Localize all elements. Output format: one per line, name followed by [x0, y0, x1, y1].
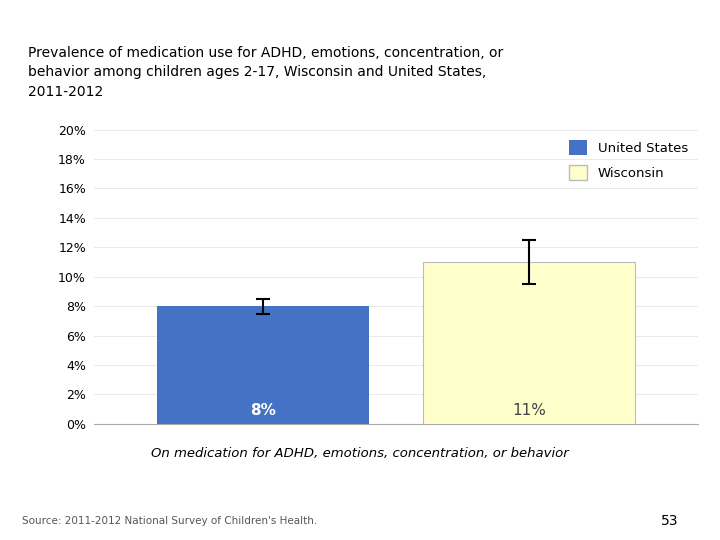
- Bar: [423, 262, 635, 424]
- Text: MENTAL HEALTH: MENTAL HEALTH: [9, 13, 143, 28]
- Legend: United States, Wisconsin: United States, Wisconsin: [564, 136, 692, 184]
- Text: 8%: 8%: [250, 403, 276, 418]
- Text: 11%: 11%: [512, 403, 546, 418]
- Text: Prevalence of medication use for ADHD, emotions, concentration, or
behavior amon: Prevalence of medication use for ADHD, e…: [28, 46, 503, 99]
- Text: On medication for ADHD, emotions, concentration, or behavior: On medication for ADHD, emotions, concen…: [151, 447, 569, 460]
- Text: Source: 2011-2012 National Survey of Children's Health.: Source: 2011-2012 National Survey of Chi…: [22, 516, 317, 526]
- Text: 53: 53: [661, 514, 678, 528]
- Text: Mental health among youth: Mental health among youth: [482, 13, 711, 28]
- Bar: [157, 306, 369, 424]
